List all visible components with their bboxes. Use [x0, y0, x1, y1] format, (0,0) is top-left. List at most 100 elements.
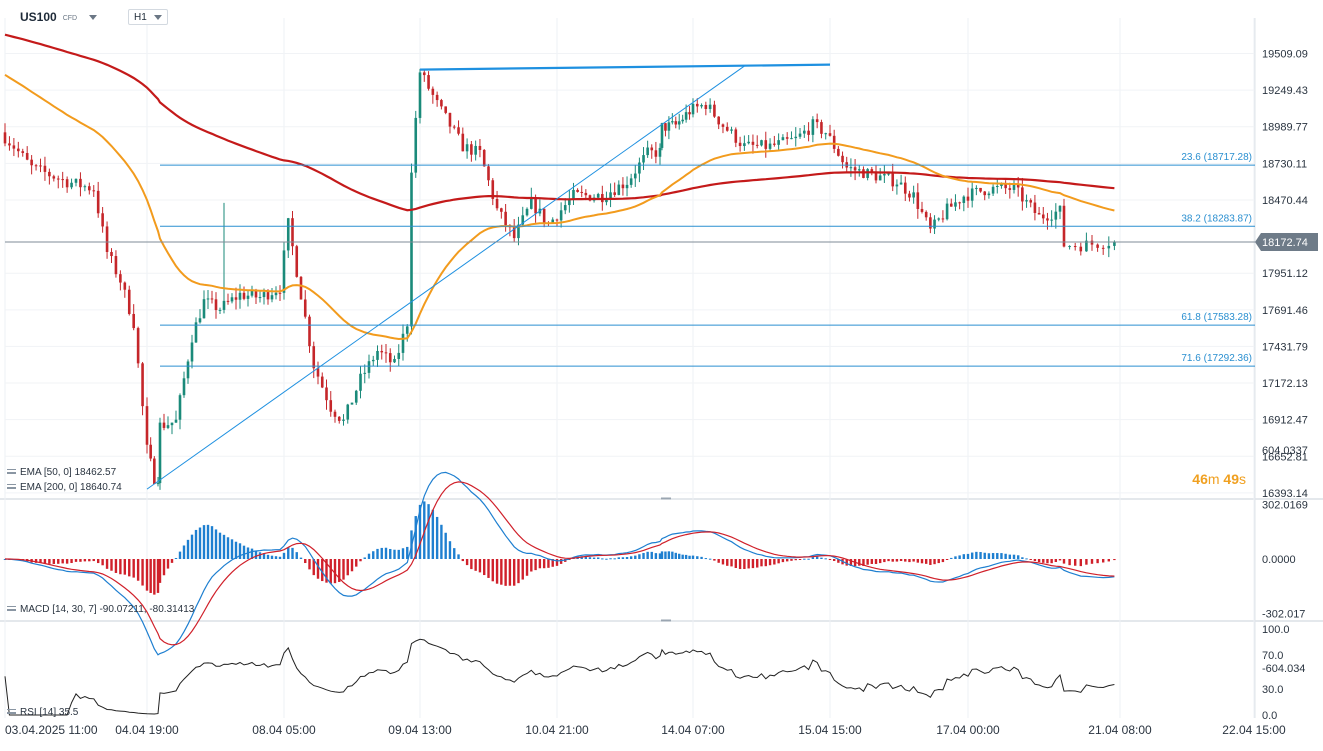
macd-histogram-bar: [226, 537, 230, 559]
timeframe-label: H1: [134, 11, 147, 23]
candle-body: [299, 276, 303, 300]
macd-histogram-bar: [605, 558, 608, 560]
candle-body: [461, 133, 465, 152]
price-tick-label: 19249.43: [1262, 85, 1308, 97]
candle-body: [291, 218, 294, 247]
candle-body: [1025, 200, 1028, 202]
candle-body: [156, 483, 160, 485]
macd-histogram-bar: [206, 524, 210, 559]
macd-histogram-bar: [521, 559, 524, 580]
macd-histogram-bar: [904, 559, 907, 562]
candle-body: [465, 144, 469, 152]
trendline: [419, 63, 831, 71]
candle-body: [457, 127, 460, 134]
candle-body: [684, 112, 688, 120]
candle-body: [39, 165, 42, 167]
candle-body: [214, 299, 218, 311]
macd-histogram-bar: [954, 556, 957, 559]
macd-histogram-bar: [1090, 559, 1094, 564]
candle-body: [613, 192, 616, 195]
time-tick-label: 21.04 08:00: [1088, 723, 1152, 737]
candle-body: [202, 299, 206, 319]
macd-histogram-bar: [359, 559, 362, 562]
indicator-settings-icon[interactable]: [7, 605, 16, 614]
macd-histogram-bar: [380, 547, 383, 559]
macd-histogram-bar: [79, 559, 82, 562]
candle-body: [708, 104, 712, 109]
candle-body: [376, 350, 379, 360]
legend-macd[interactable]: MACD [14, 30, 7] -90.07211, -80.31413: [7, 604, 194, 615]
macd-histogram-bar: [756, 559, 759, 568]
indicator-settings-icon[interactable]: [7, 708, 16, 717]
macd-histogram-bar: [136, 559, 140, 581]
macd-histogram-bar: [346, 559, 349, 576]
macd-histogram-bar: [406, 546, 409, 559]
timeframe-selector[interactable]: H1: [128, 9, 168, 25]
macd-histogram-bar: [304, 559, 307, 564]
macd-histogram-bar: [887, 559, 890, 562]
macd-histogram-bar: [491, 559, 494, 582]
candle-body: [367, 361, 371, 373]
candle-body: [609, 192, 612, 200]
time-tick-label: 04.04 19:00: [115, 723, 179, 737]
macd-histogram-bar: [158, 559, 162, 583]
macd-histogram-bar: [681, 554, 684, 559]
price-tick-label: 18470.44: [1262, 195, 1308, 207]
candle-body: [303, 299, 307, 317]
symbol-selector[interactable]: US100 CFD: [20, 6, 98, 28]
candle-body: [760, 140, 763, 146]
macd-histogram-bar: [658, 553, 662, 559]
candle-body: [584, 192, 588, 196]
macd-histogram-bar: [367, 553, 371, 559]
candle-body: [755, 144, 759, 146]
legend-ema50[interactable]: EMA [50, 0] 18462.57: [7, 467, 116, 478]
macd-histogram-bar: [601, 558, 604, 560]
candle-body: [444, 106, 447, 113]
candle-body: [920, 208, 924, 212]
macd-histogram-bar: [418, 504, 422, 559]
indicator-settings-icon[interactable]: [7, 483, 16, 492]
macd-histogram-bar: [743, 559, 746, 569]
macd-histogram-bar: [52, 559, 56, 564]
chevron-down-icon: [89, 14, 98, 20]
legend-ema200[interactable]: EMA [200, 0] 18640.74: [7, 482, 122, 493]
countdown-min-unit: m: [1207, 471, 1220, 487]
macd-tick-label: 604.0337: [1262, 445, 1308, 457]
candle-body: [101, 213, 104, 227]
candle-body: [878, 175, 882, 181]
candle-body: [3, 132, 7, 144]
macd-histogram-bar: [674, 552, 677, 559]
candle-body: [874, 172, 878, 181]
candle-body: [359, 373, 362, 391]
macd-histogram-bar: [559, 559, 563, 564]
macd-histogram-bar: [105, 559, 109, 569]
macd-histogram-bar: [638, 554, 641, 559]
macd-histogram-bar: [580, 556, 583, 559]
candle-body: [250, 290, 254, 296]
macd-histogram-bar: [487, 559, 490, 578]
macd-histogram-bar: [218, 532, 222, 559]
candle-body: [512, 227, 516, 239]
candle-body: [677, 121, 681, 125]
candle-body: [580, 191, 584, 193]
macd-histogram-bar: [190, 534, 194, 559]
candle-body: [346, 404, 350, 420]
candle-body: [308, 316, 311, 347]
macd-histogram-bar: [916, 559, 920, 563]
candle-body: [384, 352, 388, 354]
legend-rsi[interactable]: RSI [14] 35.5: [7, 707, 78, 718]
macd-histogram-bar: [996, 553, 999, 559]
macd-histogram-bar: [170, 559, 174, 563]
candle-body: [96, 190, 100, 214]
candle-body: [828, 133, 832, 136]
indicator-settings-icon[interactable]: [7, 468, 16, 477]
macd-histogram-bar: [427, 504, 430, 559]
macd-histogram-bar: [182, 545, 186, 559]
macd-histogram-bar: [950, 557, 953, 559]
rsi-tick-label: 100.0: [1262, 624, 1290, 636]
macd-histogram-bar: [1029, 559, 1032, 560]
macd-histogram-bar: [363, 557, 366, 559]
candle-body: [190, 342, 194, 362]
rsi-tick-label: 70.0: [1262, 650, 1283, 662]
